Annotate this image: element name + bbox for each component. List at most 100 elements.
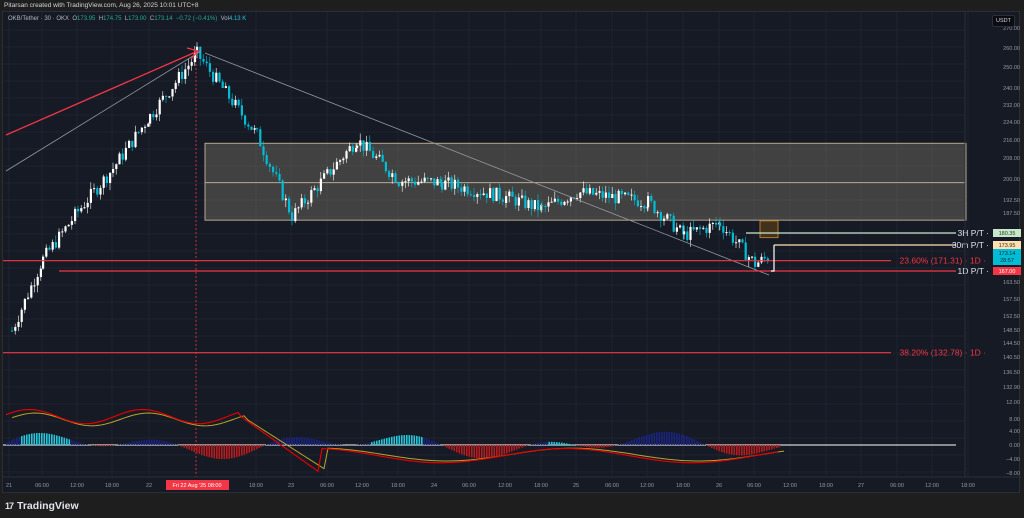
macd-axis-tick: 0.00 [1009,443,1020,449]
time-axis-tick: 12:00 [783,483,797,489]
candle-body [672,215,675,232]
histogram-bar [566,443,568,445]
histogram-bar [193,445,196,452]
macd-line [5,408,779,473]
histogram-bar [146,439,148,445]
candle-body [384,161,387,172]
histogram-bar [161,440,163,445]
candle-body [368,141,371,152]
crosshair-time-label: Fri 22 Aug '25 08:00 [172,483,221,489]
histogram-bar [153,439,156,445]
histogram-bar [331,443,333,445]
candle-body [541,204,544,207]
currency-button[interactable]: USDT [992,15,1015,27]
price-tag-value: 180.35 [999,231,1016,237]
histogram-bar [551,441,553,445]
gray-fall-trendline[interactable] [204,52,770,276]
histogram-bar [588,445,591,448]
histogram-bar [453,445,456,452]
histogram-bar [416,435,418,445]
candle-body [457,179,460,188]
histogram-bar [301,437,303,445]
candle-body [342,158,345,161]
histogram-bar [338,444,341,445]
candle-body [725,232,728,234]
histogram-bar [133,441,136,445]
candle-body [643,206,646,209]
histogram-bar [61,436,63,445]
candle-body [417,181,420,185]
candle-body [109,172,112,184]
candle-body [61,231,64,233]
histogram-bar [148,439,151,445]
candle-body [699,227,702,229]
histogram-bar [51,434,53,445]
histogram-bar [738,445,741,456]
histogram-bar [503,445,506,455]
histogram-bar [303,437,306,445]
histogram-bar [248,445,251,453]
histogram-bar [673,432,676,445]
candle-body [692,226,695,230]
chart-panel[interactable]: OKB/Tether · 30 · OKX O173.95 H174.75 L1… [2,11,1021,494]
histogram-bar [768,445,771,451]
price-axis-tick: 270.00 [1003,26,1020,32]
candle-body [275,172,278,174]
histogram-bar [13,438,16,445]
candle-body [754,256,757,267]
histogram-bar [693,439,696,445]
histogram-bar [268,443,271,445]
candle-body [212,71,215,82]
candle-body [205,61,208,64]
red-arrow-trendline[interactable] [5,50,199,136]
candle-body [158,99,161,115]
histogram-bar [431,440,433,445]
histogram-bar [593,445,596,448]
candle-body [307,202,310,204]
histogram-bar [728,445,731,455]
macd-axis-tick: −4.00 [1006,457,1020,463]
histogram-bar [546,441,548,445]
histogram-bar [321,440,323,445]
candle-body [80,208,83,212]
histogram-bar [318,440,321,445]
candle-body [128,140,131,148]
histogram-bar [571,444,573,445]
candle-body [281,180,284,201]
histogram-bar [381,439,383,445]
snapshot-caption: Pitarsan created with TradingView.com, A… [4,2,199,9]
histogram-bar [536,443,538,445]
histogram-bar [493,445,496,458]
price-chart-canvas[interactable]: 23.60% (171.31) · 1D · 38.20% (132.78) · … [3,12,1021,494]
time-axis-tick: 06:00 [605,483,619,489]
histogram-bar [733,445,736,455]
histogram-bar [481,445,483,459]
candle-body [588,188,591,194]
histogram-bar [43,433,46,445]
histogram-bar [181,445,183,447]
candle-body [544,206,547,208]
range-box[interactable] [204,142,967,221]
candle-body [224,86,227,89]
order-block[interactable] [759,220,779,239]
candle-body [741,239,744,243]
candle-body [215,72,218,82]
histogram-bar [653,432,656,445]
candle-body [259,129,262,147]
histogram-bar [23,435,26,445]
histogram-bar [58,436,61,445]
candle-body [715,222,718,225]
candle-body [592,188,595,195]
brand-name: TradingView [17,500,79,512]
histogram-bar [636,438,638,445]
histogram-bar [141,440,143,445]
histogram-bar [198,445,201,454]
candle-body [231,98,234,106]
candle-body [181,71,184,80]
histogram-bar [423,437,426,445]
gray-rise-trendline[interactable] [5,50,202,172]
candle-body [288,198,291,213]
histogram-bar [621,443,623,445]
histogram-bar [718,445,721,452]
